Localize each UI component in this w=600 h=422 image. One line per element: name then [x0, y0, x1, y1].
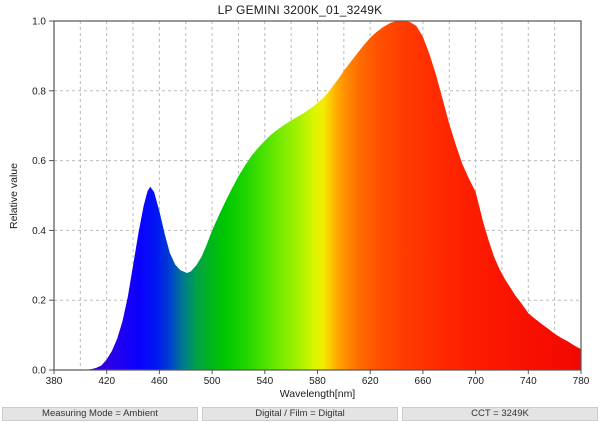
y-tick-label: 0.6: [32, 156, 46, 167]
y-tick-label: 0.8: [32, 86, 46, 97]
x-tick-label: 420: [98, 376, 115, 387]
x-tick-label: 460: [151, 376, 168, 387]
status-bar: Measuring Mode = Ambient Digital / Film …: [0, 407, 600, 421]
y-tick-label: 0.4: [32, 226, 46, 237]
x-tick-label: 620: [362, 376, 379, 387]
status-measuring-mode: Measuring Mode = Ambient: [2, 407, 198, 421]
x-tick-label: 500: [204, 376, 221, 387]
x-axis-label: Wavelength[nm]: [279, 388, 356, 400]
y-tick-label: 0.0: [32, 366, 46, 377]
y-tick-label: 1.0: [32, 17, 46, 28]
x-tick-label: 740: [520, 376, 537, 387]
status-digital-film: Digital / Film = Digital: [202, 407, 398, 421]
x-tick-label: 780: [573, 376, 590, 387]
x-tick-label: 660: [415, 376, 432, 387]
x-tick-label: 700: [467, 376, 484, 387]
y-tick-label: 0.2: [32, 296, 46, 307]
spectrum-area-curve: [54, 21, 581, 370]
status-cct: CCT = 3249K: [402, 407, 598, 421]
chart-title: LP GEMINI 3200K_01_3249K: [217, 3, 383, 17]
x-tick-label: 380: [46, 376, 63, 387]
x-tick-label: 580: [309, 376, 326, 387]
x-tick-label: 540: [256, 376, 273, 387]
